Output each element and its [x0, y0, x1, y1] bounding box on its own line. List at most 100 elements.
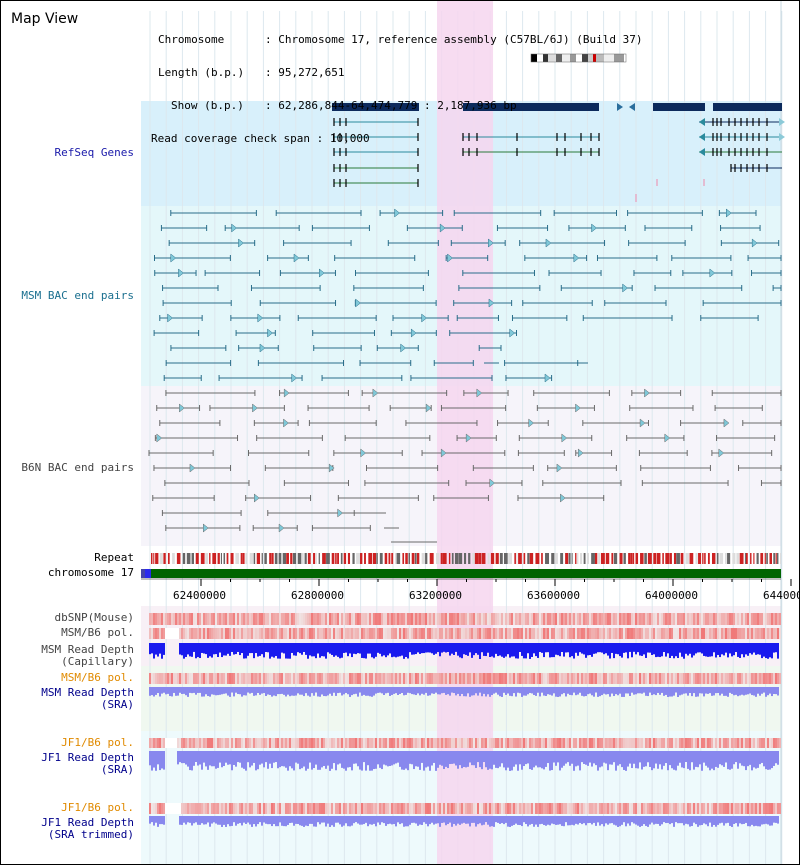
dbsnp-heat [431, 613, 433, 625]
msm-b6-pol-sra-heat [215, 673, 217, 684]
jf1-b6-pol-sra-heat [403, 738, 405, 748]
msm-depth-sra-bar [585, 687, 587, 697]
track-label-dbsnp[interactable]: dbSNP(Mouse) [54, 611, 134, 624]
msm-depth-sra-bar [469, 687, 471, 697]
track-label-chromosome[interactable]: chromosome 17 [47, 566, 134, 579]
track-label-msm-b6-pol-capillary[interactable]: MSM/B6 pol. [61, 626, 134, 639]
refseq-gene-block[interactable] [653, 103, 705, 111]
jf1-depth-sra-bar [443, 751, 445, 770]
track-label-msm-b6-pol-sra[interactable]: MSM/B6 pol. [61, 671, 134, 684]
dbsnp-heat [349, 613, 351, 625]
info-coverage-value: 10,000 [329, 132, 370, 145]
jf1-b6-pol-trimmed-heat [495, 803, 497, 814]
jf1-b6-pol-sra-heat [451, 738, 453, 748]
repeat-block [172, 553, 175, 564]
jf1-depth-sra-bar [579, 751, 581, 771]
jf1-b6-pol-trimmed-heat [655, 803, 657, 814]
jf1-depth-trimmed-bar [353, 816, 355, 824]
refseq-gene-arrow [629, 103, 635, 111]
jf1-b6-pol-sra-heat [213, 738, 215, 748]
jf1-depth-sra-bar [377, 751, 379, 765]
repeat-block [220, 553, 222, 564]
track-label-msm-bac[interactable]: MSM BAC end pairs [21, 289, 134, 302]
dbsnp-heat [271, 613, 273, 625]
msm-b6-pol-sra-heat [609, 673, 611, 684]
msm-b6-pol-sra-heat [733, 673, 735, 684]
refseq-gene-block[interactable] [463, 103, 599, 111]
jf1-b6-pol-trimmed-heat [205, 803, 207, 814]
msm-b6-pol-capillary-heat [719, 628, 721, 639]
refseq-gene-block[interactable] [332, 103, 419, 111]
chromosome-bar[interactable] [141, 569, 781, 578]
msm-b6-pol-capillary-heat [573, 628, 575, 639]
track-label-jf1-b6-pol-trimmed[interactable]: JF1/B6 pol. [61, 801, 134, 814]
jf1-b6-pol-sra-heat [211, 738, 213, 748]
track-label-jf1-b6-pol-sra[interactable]: JF1/B6 pol. [61, 736, 134, 749]
track-label-jf1-depth-trimmed[interactable]: JF1 Read Depth [41, 816, 134, 829]
jf1-depth-sra-bar [751, 751, 753, 771]
jf1-depth-trimmed-bar [347, 816, 349, 827]
jf1-depth-trimmed-bar [155, 816, 157, 823]
msm-b6-pol-sra-heat [771, 673, 773, 684]
jf1-depth-sra-bar [189, 751, 191, 771]
jf1-depth-sra-bar [425, 751, 427, 768]
jf1-depth-sra-bar [513, 751, 515, 767]
jf1-depth-sra-bar [645, 751, 647, 767]
msm-b6-pol-sra-heat [243, 673, 245, 684]
jf1-b6-pol-sra-heat [247, 738, 249, 748]
msm-depth-capillary-bar [351, 643, 353, 658]
jf1-b6-pol-trimmed-heat [657, 803, 659, 814]
jf1-depth-trimmed-bar [405, 816, 407, 827]
jf1-b6-pol-sra-heat [553, 738, 555, 748]
jf1-depth-sra-bar [421, 751, 423, 763]
msm-depth-sra-bar [633, 687, 635, 695]
msm-depth-sra-bar [755, 687, 757, 697]
msm-b6-pol-capillary-heat [247, 628, 249, 639]
selected-region-highlight[interactable] [437, 1, 494, 865]
msm-depth-sra-bar [287, 687, 289, 695]
track-label-msm-depth-sra[interactable]: MSM Read Depth [41, 686, 134, 699]
jf1-b6-pol-trimmed-heat [163, 803, 165, 814]
jf1-b6-pol-sra-heat [605, 738, 607, 748]
msm-depth-sra-bar [487, 687, 489, 695]
dbsnp-heat [441, 613, 443, 625]
jf1-b6-pol-trimmed-heat [661, 803, 663, 814]
jf1-depth-sra-bar [709, 751, 711, 771]
msm-depth-sra-bar [213, 687, 215, 695]
track-label-refseq[interactable]: RefSeq Genes [54, 146, 134, 159]
jf1-depth-trimmed-bar [463, 816, 465, 823]
msm-depth-capillary-bar [609, 643, 611, 659]
msm-depth-capillary-bar [215, 643, 217, 655]
jf1-b6-pol-trimmed-heat [771, 803, 773, 814]
dbsnp-heat [313, 613, 315, 625]
jf1-depth-trimmed-bar [371, 816, 373, 825]
jf1-b6-pol-trimmed-heat [681, 803, 683, 814]
track-label-repeat[interactable]: Repeat [94, 551, 134, 564]
refseq-gene-block[interactable] [713, 103, 782, 111]
jf1-b6-pol-sra-heat [283, 738, 285, 748]
jf1-depth-trimmed-bar [629, 816, 631, 826]
chromosome-ideogram[interactable] [530, 53, 627, 63]
track-label-b6n-bac[interactable]: B6N BAC end pairs [21, 461, 134, 474]
jf1-depth-trimmed-bar [183, 816, 185, 823]
jf1-b6-pol-sra-heat [329, 738, 331, 748]
msm-b6-pol-capillary-heat [369, 628, 371, 639]
msm-b6-pol-sra-heat [729, 673, 731, 684]
jf1-b6-pol-trimmed-heat [519, 803, 521, 814]
msm-b6-pol-sra-heat [151, 673, 153, 684]
track-label-msm-depth-capillary[interactable]: MSM Read Depth [41, 643, 134, 656]
jf1-b6-pol-trimmed-heat [567, 803, 569, 814]
jf1-depth-sra-bar [345, 751, 347, 771]
jf1-depth-sra-bar [341, 751, 343, 768]
jf1-b6-pol-trimmed-heat [627, 803, 629, 814]
msm-depth-sra-bar [457, 687, 459, 694]
jf1-b6-pol-sra-heat [559, 738, 561, 748]
track-label-jf1-depth-sra[interactable]: JF1 Read Depth [41, 751, 134, 764]
jf1-b6-pol-sra-heat [393, 738, 395, 748]
jf1-depth-trimmed-bar [401, 816, 403, 824]
jf1-depth-sra-bar [627, 751, 629, 767]
jf1-depth-sra-bar [397, 751, 399, 763]
jf1-depth-sra-bar [719, 751, 721, 765]
msm-b6-pol-capillary-heat [271, 628, 273, 639]
